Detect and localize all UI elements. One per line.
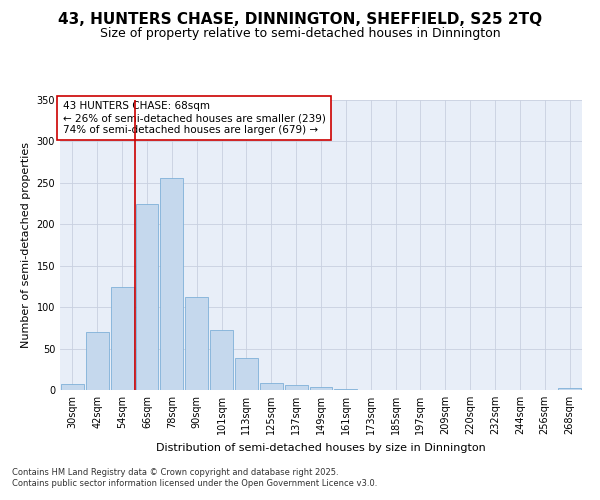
Bar bbox=[310, 386, 332, 390]
Bar bbox=[160, 178, 183, 390]
Bar bbox=[210, 330, 233, 390]
Bar bbox=[558, 388, 581, 390]
Bar bbox=[260, 382, 283, 390]
Bar bbox=[334, 389, 357, 390]
Text: 43, HUNTERS CHASE, DINNINGTON, SHEFFIELD, S25 2TQ: 43, HUNTERS CHASE, DINNINGTON, SHEFFIELD… bbox=[58, 12, 542, 28]
Bar bbox=[235, 358, 258, 390]
Bar bbox=[285, 385, 308, 390]
Bar bbox=[86, 332, 109, 390]
Y-axis label: Number of semi-detached properties: Number of semi-detached properties bbox=[21, 142, 31, 348]
Bar bbox=[136, 204, 158, 390]
Text: Size of property relative to semi-detached houses in Dinnington: Size of property relative to semi-detach… bbox=[100, 28, 500, 40]
Text: Contains HM Land Registry data © Crown copyright and database right 2025.
Contai: Contains HM Land Registry data © Crown c… bbox=[12, 468, 377, 487]
Bar bbox=[61, 384, 84, 390]
Text: 43 HUNTERS CHASE: 68sqm
← 26% of semi-detached houses are smaller (239)
74% of s: 43 HUNTERS CHASE: 68sqm ← 26% of semi-de… bbox=[62, 102, 325, 134]
X-axis label: Distribution of semi-detached houses by size in Dinnington: Distribution of semi-detached houses by … bbox=[156, 442, 486, 452]
Bar bbox=[185, 297, 208, 390]
Bar bbox=[111, 288, 134, 390]
